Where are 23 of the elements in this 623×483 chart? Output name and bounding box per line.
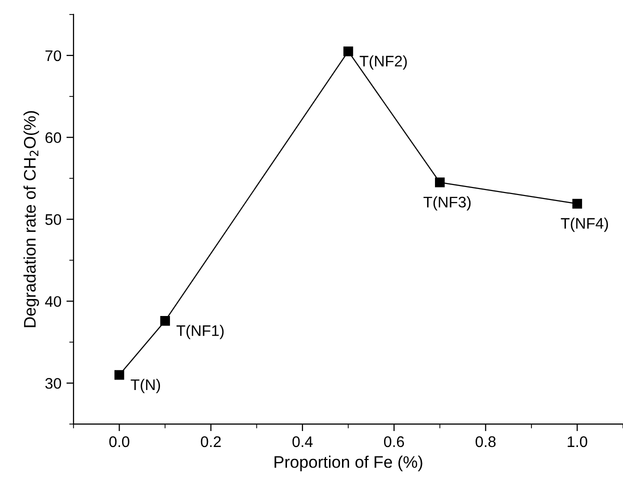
- point: [572, 198, 582, 209]
- x-tick-label: 0.6: [384, 436, 404, 448]
- x-tick-label: 0.8: [476, 436, 496, 448]
- point: [114, 370, 124, 380]
- y-axis-title: Degradation rate of CH$_{2}$O(%): [23, 111, 40, 328]
- y-tick-label: 50: [45, 214, 62, 225]
- y-tick-label: 60: [45, 132, 62, 144]
- point: [343, 46, 354, 56]
- annotation: T(NF2): [360, 55, 407, 70]
- y-tick-label: 30: [45, 378, 62, 389]
- point: [160, 316, 170, 326]
- annotation: T(NF1): [176, 324, 224, 340]
- annotation: T(N): [130, 378, 160, 394]
- x-tick-label: 0.2: [200, 436, 221, 448]
- y-tick-label: 40: [45, 296, 62, 307]
- annotation: T(NF3): [424, 196, 471, 211]
- x-tick-label: 1.0: [568, 436, 588, 448]
- annotation: T(NF4): [560, 218, 608, 232]
- point: [434, 178, 445, 188]
- x-axis-title: Proportion of Fe (%): [274, 456, 422, 472]
- x-tick-label: 0.4: [292, 436, 313, 448]
- x-tick-label: 0.0: [109, 436, 130, 448]
- y-tick-label: 70: [46, 50, 62, 62]
